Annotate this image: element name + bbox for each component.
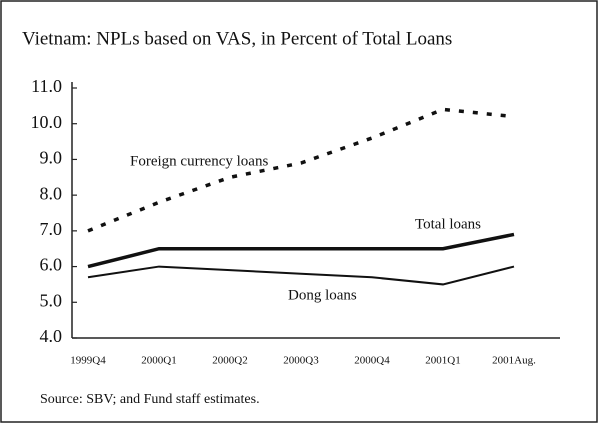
x-tick-label: 2001Q1 xyxy=(425,355,460,367)
series-label: Foreign currency loans xyxy=(130,153,268,169)
series-line xyxy=(87,107,515,233)
y-tick-label: 10.0 xyxy=(31,112,63,132)
x-tick-label: 2001Aug. xyxy=(492,355,536,367)
x-tick-label: 2000Q3 xyxy=(283,355,319,367)
y-tick-label: 4.0 xyxy=(40,326,63,346)
x-tick-label: 2000Q2 xyxy=(212,355,247,367)
series-label: Total loans xyxy=(415,216,481,232)
series-line xyxy=(87,265,515,286)
series-line xyxy=(87,232,515,269)
source-note: Source: SBV; and Fund staff estimates. xyxy=(40,392,260,407)
x-tick-label: 2000Q1 xyxy=(141,355,176,367)
y-tick-label: 6.0 xyxy=(40,255,63,275)
x-tick-label: 1999Q4 xyxy=(70,355,106,367)
y-tick-label: 8.0 xyxy=(40,183,63,203)
y-tick-label: 7.0 xyxy=(40,219,63,239)
x-tick-label: 2000Q4 xyxy=(354,355,390,367)
y-tick-label: 11.0 xyxy=(31,76,62,96)
chart-title: Vietnam: NPLs based on VAS, in Percent o… xyxy=(22,28,452,49)
y-tick-label: 9.0 xyxy=(40,148,63,168)
y-tick-label: 5.0 xyxy=(40,290,63,310)
series-label: Dong loans xyxy=(288,287,357,303)
